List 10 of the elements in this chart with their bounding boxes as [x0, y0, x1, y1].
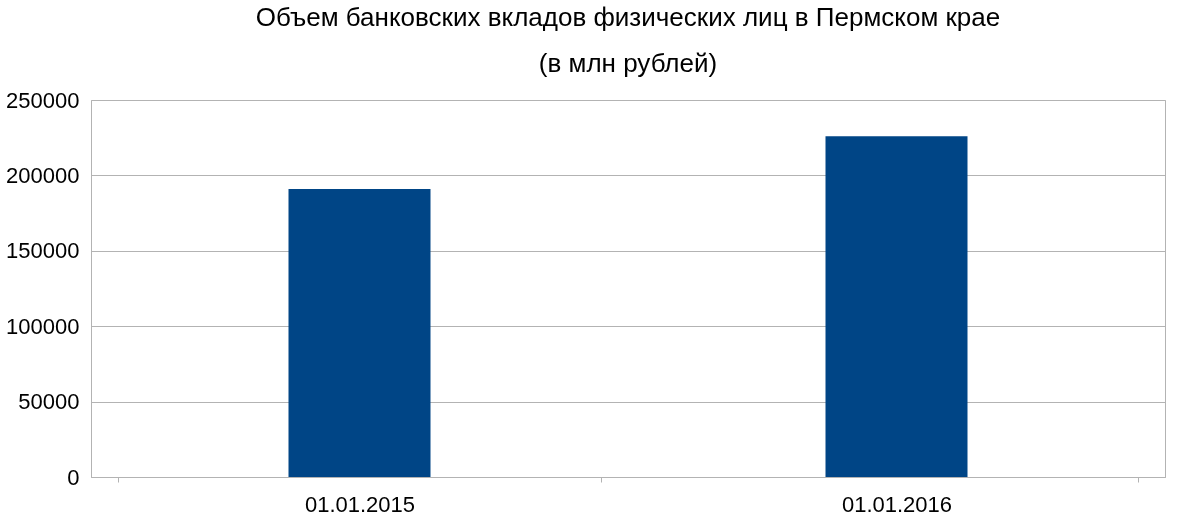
y-tick-label: 150000	[6, 238, 80, 264]
x-tick-label: 01.01.2016	[841, 491, 953, 517]
chart-title: Объем банковских вкладов физических лиц в Пермском крае	[255, 2, 1001, 32]
x-tick-label: 01.01.2015	[304, 491, 416, 517]
y-tick-label: 50000	[18, 389, 80, 415]
y-tick-label: 100000	[6, 313, 80, 339]
chart-subtitle: (в млн рублей)	[538, 48, 718, 78]
y-tick-label: 250000	[6, 87, 80, 113]
y-tick-label: 0	[67, 464, 80, 490]
y-tick-label: 200000	[6, 162, 80, 188]
